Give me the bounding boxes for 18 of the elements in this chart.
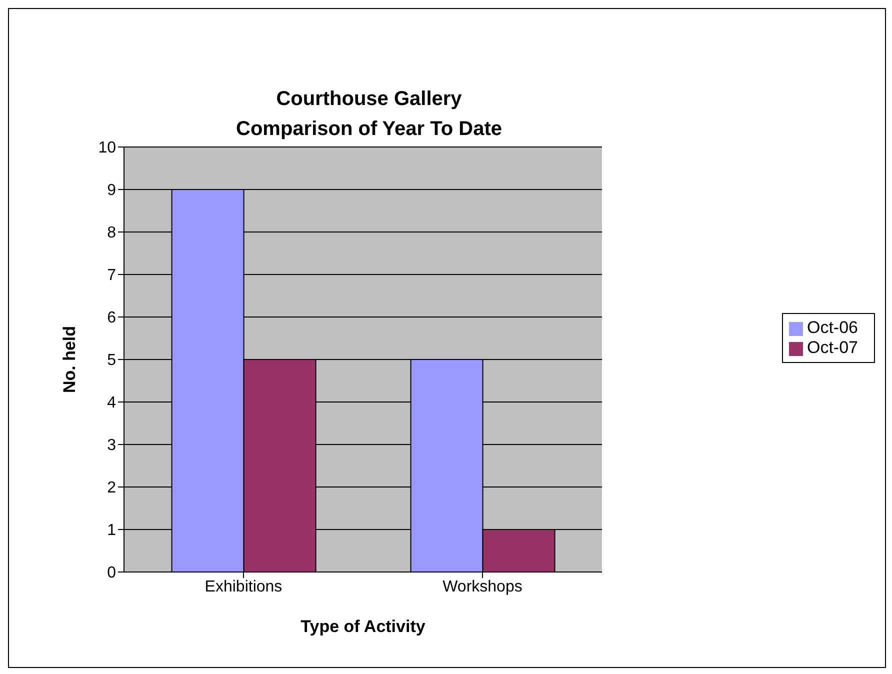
- y-tick-label: 7: [107, 267, 116, 284]
- y-axis-title: No. held: [60, 326, 80, 394]
- y-tick-label: 8: [107, 224, 116, 242]
- y-tick-label: 2: [107, 480, 116, 497]
- x-tick-label: Workshops: [442, 578, 522, 596]
- y-tick-label: 10: [98, 140, 116, 157]
- y-tick-label: 0: [107, 564, 116, 582]
- chart-title: Courthouse Gallery Comparison of Year To Date: [235, 87, 503, 140]
- y-tick-label: 4: [107, 394, 116, 412]
- y-tick-label: 6: [107, 310, 116, 327]
- x-axis-title: Type of Activity: [300, 617, 426, 636]
- y-tick-label: 1: [107, 522, 116, 540]
- y-tick-label: 3: [107, 437, 116, 454]
- legend-label: Oct-07: [806, 338, 858, 357]
- x-tick-label: Exhibitions: [204, 578, 282, 596]
- legend-label: Oct-06: [806, 318, 858, 337]
- y-tick-label: 5: [107, 352, 116, 370]
- y-tick-label: 9: [107, 182, 116, 200]
